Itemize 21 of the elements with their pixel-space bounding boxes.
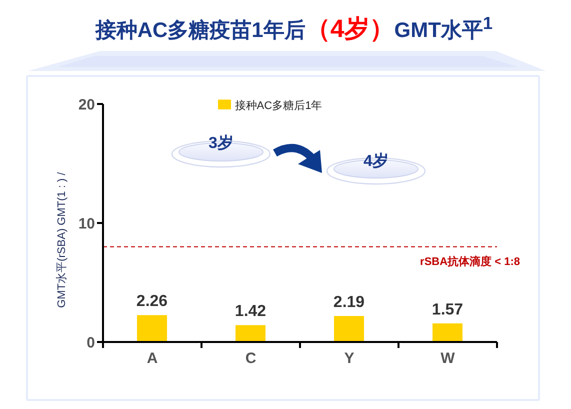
annotation: 4岁	[364, 152, 388, 170]
annotation: 3岁	[208, 134, 234, 152]
x-tick-label: Y	[344, 350, 354, 367]
y-tick-label: 0	[86, 334, 95, 352]
legend-label: 接种AC多糖后1年	[234, 100, 322, 112]
y-axis-title: GMT水平(rSBA) GMT(1 : ) /	[55, 171, 68, 308]
x-tick-label: W	[440, 350, 456, 367]
ref-line-label: rSBA抗体滴度 < 1:8	[420, 254, 520, 268]
bar	[137, 315, 167, 342]
y-tick-label: 20	[78, 96, 95, 114]
data-label: 1.42	[234, 303, 266, 320]
x-tick-label: A	[146, 350, 158, 367]
bar	[432, 323, 462, 342]
chart-title: 接种AC多糖疫苗1年后（4岁）GMT水平$^{1}$	[95, 13, 493, 43]
x-tick-label: C	[245, 350, 256, 367]
bar	[236, 325, 266, 342]
y-tick-label: 10	[78, 215, 95, 232]
data-label: 1.57	[432, 301, 464, 318]
bar	[334, 316, 364, 342]
data-label: 2.19	[333, 294, 365, 311]
data-label: 2.26	[136, 293, 168, 310]
